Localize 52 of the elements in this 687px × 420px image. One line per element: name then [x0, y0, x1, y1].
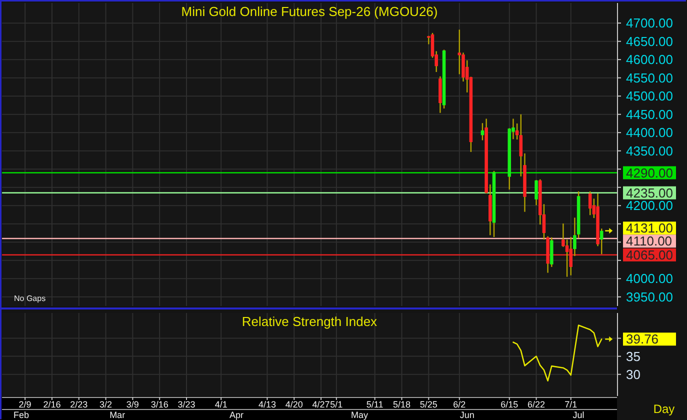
x-tick-label: 4/20: [285, 400, 303, 410]
chart-title: Relative Strength Index: [242, 314, 378, 329]
annotation: 39.76: [626, 332, 659, 347]
x-tick-label: 5/18: [392, 400, 411, 410]
ref-line-label: 4235.00: [626, 185, 673, 200]
chart-title: Mini Gold Online Futures Sep-26 (MGOU26): [181, 4, 438, 19]
x2-tick-label: Apr: [229, 410, 244, 420]
x-tick-label: 5/25: [420, 400, 438, 410]
x-tick-label: 6/15: [500, 400, 518, 410]
y-tick-label: 4500.00: [626, 88, 673, 104]
y-tick-label: 4450.00: [626, 106, 673, 122]
x-tick-label: 2/23: [70, 400, 88, 410]
x2-tick-label: Jun: [460, 410, 474, 420]
x-tick-label: 7/1: [564, 400, 578, 410]
x-tick-label: 3/9: [126, 400, 139, 410]
x-tick-label: 3/16: [150, 400, 168, 410]
x-tick-label: 2/9: [18, 400, 32, 410]
x-tick-label: 4/13: [258, 400, 276, 410]
y-tick-label: 3950.00: [626, 289, 673, 304]
y-tick-label: 4400.00: [626, 125, 673, 140]
y-tick-label: 4600.00: [626, 52, 673, 68]
x2-tick-label: Feb: [13, 410, 29, 420]
annotation: 4131.00: [626, 220, 673, 236]
y-tick-label: 30: [626, 366, 640, 382]
candlestick: [588, 190, 592, 216]
x-tick-label: 5/1: [330, 400, 343, 410]
x-tick-label: 4/27: [312, 400, 330, 410]
x-tick-label: 6/22: [528, 400, 546, 410]
y-tick-label: 4000.00: [626, 271, 673, 286]
x2-tick-label: Mar: [110, 410, 126, 420]
annotation: No Gaps: [14, 294, 46, 303]
candlestick: [600, 228, 604, 255]
ref-line-label: 4290.00: [626, 165, 673, 180]
y-tick-label: 4700.00: [626, 16, 673, 31]
y-tick-label: 4650.00: [626, 34, 673, 49]
y-tick-label: 35: [626, 348, 640, 364]
ref-line-label: 4065.00: [626, 247, 673, 262]
ref-line-label: 4110.00: [626, 234, 672, 249]
y-tick-label: 4350.00: [626, 143, 673, 158]
x-tick-label: 3/23: [178, 400, 196, 410]
x-axis-title: Day: [653, 402, 675, 416]
x2-tick-label: Jul: [572, 410, 584, 420]
candlestick: [534, 179, 538, 206]
x2-tick-label: May: [350, 410, 368, 420]
y-tick-label: 4200.00: [626, 198, 673, 214]
x-tick-label: 6/2: [453, 400, 466, 410]
x-tick-label: 2/16: [43, 400, 61, 410]
x-tick-label: 3/2: [100, 400, 112, 410]
y-tick-label: 4550.00: [626, 70, 673, 86]
x-tick-label: 4/1: [214, 400, 228, 410]
line-series: [512, 324, 602, 382]
x-tick-label: 5/11: [366, 400, 384, 410]
